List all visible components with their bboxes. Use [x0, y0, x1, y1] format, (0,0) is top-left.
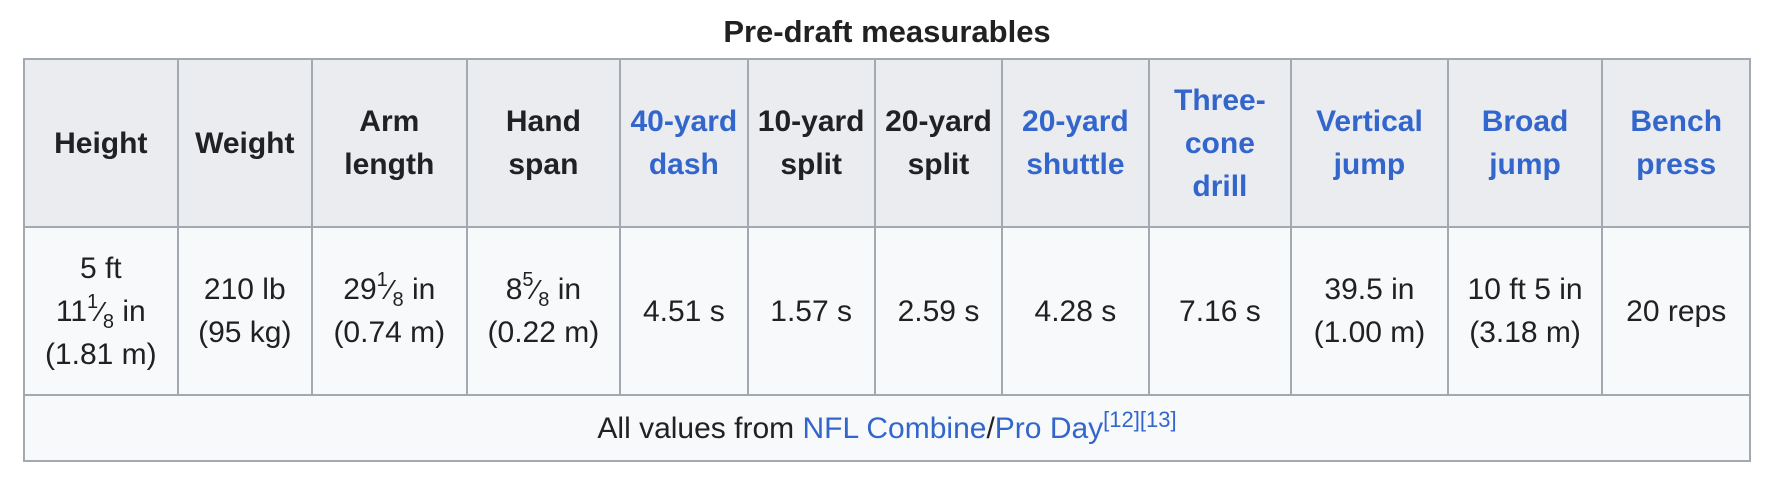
values-row: 5 ft 111⁄8 in (1.81 m) 210 lb (95 kg) 29… — [23, 226, 1751, 396]
cell-bench-press: 20 reps — [1601, 226, 1751, 396]
header-height: Height — [23, 58, 179, 228]
nfl-combine-link[interactable]: NFL Combine — [802, 411, 987, 445]
cell-broad-jump: 10 ft 5 in (3.18 m) — [1446, 226, 1604, 396]
cell-arm-length: 291⁄8 in (0.74 m) — [310, 226, 468, 396]
table-caption: Pre-draft measurables — [723, 14, 1051, 49]
header-broad-jump-link[interactable]: Broad jump — [1446, 58, 1604, 228]
cell-vertical-jump: 39.5 in (1.00 m) — [1290, 226, 1449, 396]
footer-prefix: All values from — [597, 411, 803, 445]
cell-hand-span: 85⁄8 in (0.22 m) — [465, 226, 622, 396]
cell-20-yard-shuttle: 4.28 s — [1001, 226, 1150, 396]
reference-13-link[interactable]: [13] — [1139, 406, 1177, 432]
header-vertical-jump-link[interactable]: Vertical jump — [1290, 58, 1449, 228]
footer-cell: All values from NFL Combine/Pro Day[12][… — [23, 394, 1751, 462]
header-20-yard-split: 20-yard split — [873, 58, 1004, 228]
cell-weight: 210 lb (95 kg) — [176, 226, 313, 396]
header-20-yard-shuttle-link[interactable]: 20-yard shuttle — [1001, 58, 1150, 228]
header-weight: Weight — [176, 58, 313, 228]
header-arm-length: Arm length — [310, 58, 468, 228]
cell-20-yard-split: 2.59 s — [873, 226, 1004, 396]
reference-12-link[interactable]: [12] — [1103, 406, 1140, 432]
cell-40-yard-dash: 4.51 s — [619, 226, 749, 396]
cell-10-yard-split: 1.57 s — [746, 226, 876, 396]
footer-row: All values from NFL Combine/Pro Day[12][… — [23, 394, 1751, 462]
header-bench-press-link[interactable]: Bench press — [1601, 58, 1751, 228]
cell-three-cone-drill: 7.16 s — [1147, 226, 1293, 396]
header-row: Height Weight Arm length Hand span 40-ya… — [23, 58, 1751, 228]
header-hand-span: Hand span — [465, 58, 622, 228]
header-three-cone-drill-link[interactable]: Three-cone drill — [1147, 58, 1293, 228]
header-10-yard-split: 10-yard split — [746, 58, 876, 228]
cell-height: 5 ft 111⁄8 in (1.81 m) — [23, 226, 179, 396]
footer-separator: / — [986, 411, 995, 445]
measurables-table: Height Weight Arm length Hand span 40-ya… — [23, 58, 1751, 462]
header-40-yard-dash-link[interactable]: 40-yard dash — [619, 58, 749, 228]
measurables-table-container: Pre-draft measurables Height Weight Arm … — [23, 10, 1751, 462]
pro-day-link[interactable]: Pro Day — [994, 411, 1104, 445]
